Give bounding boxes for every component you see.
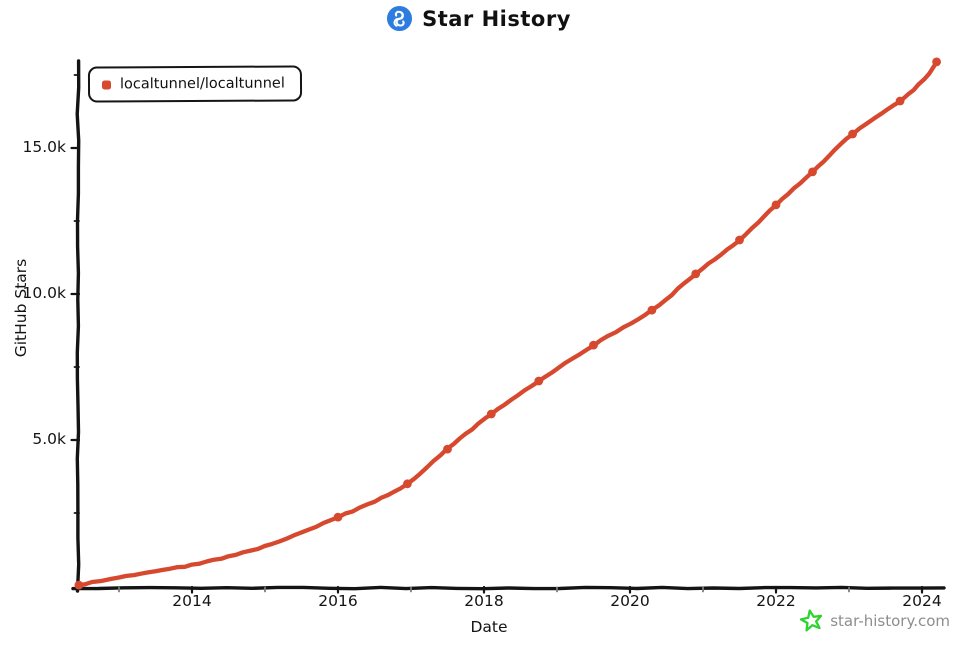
data-point-marker bbox=[74, 580, 84, 590]
data-point-marker bbox=[691, 269, 701, 279]
watermark-link[interactable]: star-history.com bbox=[800, 609, 950, 632]
data-point-marker bbox=[895, 96, 905, 106]
data-point-marker bbox=[647, 305, 657, 315]
series-line bbox=[76, 60, 939, 588]
data-point-marker bbox=[443, 444, 452, 454]
page-title: Star History bbox=[422, 6, 571, 31]
data-point-marker bbox=[486, 409, 496, 419]
data-point-marker bbox=[735, 235, 744, 245]
data-point-marker bbox=[932, 57, 941, 67]
green-star-icon bbox=[800, 609, 823, 632]
data-point-marker bbox=[808, 167, 817, 177]
data-point-marker bbox=[771, 200, 781, 210]
data-point-marker bbox=[403, 479, 412, 489]
y-axis-line bbox=[75, 59, 81, 593]
legend-series-label: localtunnel/localtunnel bbox=[119, 75, 285, 93]
legend[interactable]: localtunnel/localtunnel bbox=[87, 65, 302, 103]
data-point-marker bbox=[848, 129, 857, 139]
x-axis-title: Date bbox=[470, 618, 508, 636]
watermark-text: star-history.com bbox=[830, 611, 950, 630]
y-axis-title: GitHub Stars bbox=[12, 258, 30, 358]
star-history-logo-icon bbox=[387, 5, 413, 32]
chart-header: Star History bbox=[0, 5, 957, 32]
series-marker-icon bbox=[101, 79, 112, 89]
data-point-marker bbox=[333, 512, 343, 522]
data-point-marker bbox=[589, 340, 598, 350]
data-point-marker bbox=[534, 376, 544, 386]
x-axis-line bbox=[71, 585, 946, 591]
